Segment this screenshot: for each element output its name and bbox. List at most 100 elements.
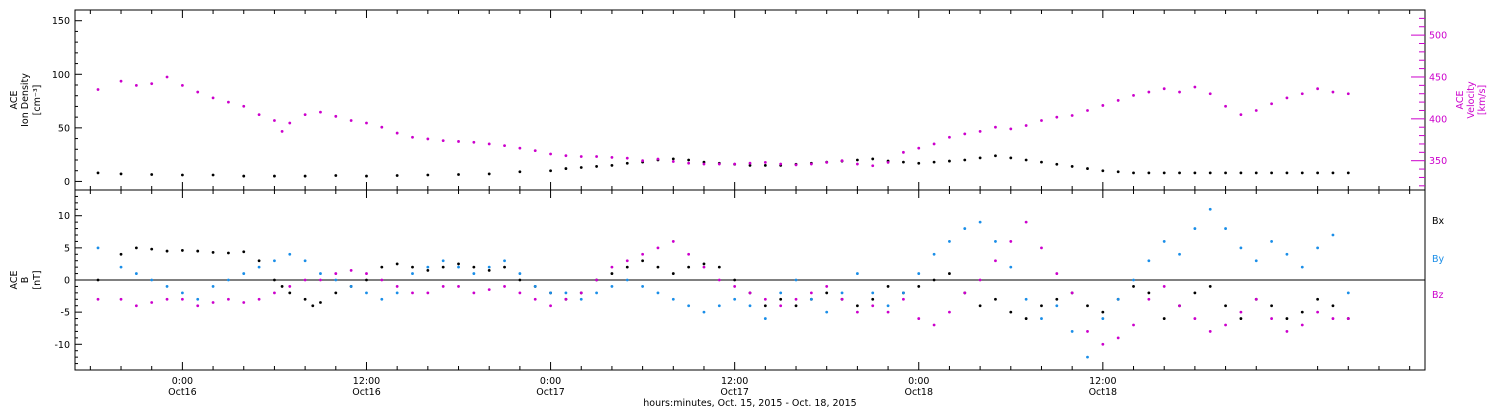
- density-tick-label: 0: [64, 177, 70, 188]
- bz-point: [196, 304, 200, 308]
- bx-point: [227, 251, 230, 255]
- bz-point: [1101, 342, 1105, 346]
- velocity-point: [227, 100, 230, 104]
- by-point: [702, 310, 706, 314]
- bz-point: [1193, 317, 1197, 320]
- velocity-ylabel-line1: ACE: [1455, 91, 1466, 110]
- bx-point: [1101, 310, 1105, 314]
- velocity-ylabel-line3: [km/s]: [1477, 85, 1488, 115]
- by-point: [395, 291, 399, 295]
- velocity-point: [1132, 93, 1135, 97]
- bz-point: [395, 285, 399, 288]
- velocity-point: [1147, 90, 1151, 94]
- bx-point: [487, 268, 491, 272]
- by-point: [288, 252, 292, 256]
- bz-point: [1009, 240, 1013, 243]
- bx-point: [1055, 297, 1059, 301]
- bz-point: [1270, 317, 1273, 320]
- bz-point: [518, 291, 522, 295]
- density-point: [671, 157, 675, 161]
- by-point: [1024, 297, 1028, 301]
- field-component-points: [96, 207, 1350, 359]
- density-point: [1116, 170, 1120, 174]
- velocity-point: [656, 157, 660, 161]
- velocity-point: [1316, 87, 1320, 91]
- bx-point: [96, 278, 100, 282]
- bz-point: [257, 297, 261, 301]
- bz-point: [1024, 220, 1028, 224]
- field-axis-ticks: -10 -5 0 5 10: [54, 195, 82, 365]
- density-axis-ticks: 0 50 100 150: [52, 16, 82, 188]
- by-point: [119, 265, 123, 269]
- bz-point: [365, 272, 368, 275]
- bz-point: [687, 252, 691, 256]
- velocity-point: [503, 144, 506, 148]
- bz-point: [349, 268, 353, 272]
- bz-point: [165, 297, 169, 301]
- velocity-point: [426, 137, 430, 141]
- by-point: [1346, 291, 1350, 295]
- bz-point: [1316, 310, 1320, 314]
- bx-point: [978, 304, 982, 308]
- density-point: [1224, 171, 1227, 175]
- density-point: [334, 174, 338, 177]
- density-point: [1055, 162, 1059, 166]
- legend-by: By: [1432, 254, 1445, 265]
- density-point: [687, 158, 691, 162]
- density-point: [1162, 171, 1166, 175]
- bx-point: [1285, 317, 1289, 320]
- bx-point: [441, 265, 445, 269]
- by-point: [273, 259, 276, 263]
- bz-point: [1239, 310, 1243, 314]
- by-point: [165, 285, 169, 288]
- bx-point: [242, 250, 246, 254]
- time-tick-label: 12:00: [721, 376, 748, 387]
- density-point: [1086, 167, 1089, 170]
- velocity-point: [1224, 104, 1227, 108]
- by-point: [426, 265, 430, 269]
- velocity-point: [1285, 96, 1289, 100]
- density-point: [1285, 171, 1289, 175]
- by-point: [472, 272, 476, 275]
- bz-point: [748, 291, 752, 295]
- bz-point: [994, 259, 997, 263]
- field-tick-label: 5: [64, 243, 70, 254]
- bx-point: [1239, 317, 1243, 320]
- by-point: [1316, 246, 1320, 250]
- bx-point: [426, 268, 430, 272]
- bx-point: [1331, 304, 1335, 308]
- field-tick-label: 0: [64, 276, 70, 287]
- time-axis-labels: 0:00Oct1612:00Oct160:00Oct1712:00Oct170:…: [168, 376, 1117, 398]
- bz-point: [656, 246, 660, 250]
- density-point: [487, 172, 491, 176]
- bx-point: [1132, 285, 1135, 288]
- velocity-point: [1178, 90, 1181, 94]
- bx-point: [411, 265, 414, 269]
- velocity-point: [303, 113, 307, 117]
- bz-point: [595, 278, 598, 282]
- density-point: [1132, 171, 1135, 175]
- bz-point: [1132, 323, 1135, 327]
- velocity-point: [855, 162, 859, 166]
- density-point: [917, 161, 921, 165]
- density-point: [457, 173, 460, 176]
- bx-point: [886, 285, 890, 288]
- density-point: [564, 167, 568, 170]
- bz-point: [702, 265, 706, 269]
- by-point: [1055, 304, 1059, 308]
- bz-point: [763, 297, 767, 301]
- velocity-point: [1346, 92, 1350, 96]
- bz-point: [932, 323, 936, 327]
- by-point: [763, 317, 767, 320]
- by-point: [625, 278, 629, 282]
- velocity-point: [641, 159, 645, 163]
- by-point: [303, 259, 307, 263]
- velocity-point: [717, 162, 721, 166]
- velocity-point: [334, 114, 338, 118]
- by-point: [196, 297, 200, 301]
- density-point: [1040, 160, 1043, 164]
- by-point: [809, 297, 813, 301]
- velocity-point: [748, 161, 752, 165]
- field-tick-label: 10: [58, 211, 70, 222]
- bx-point: [1224, 304, 1227, 308]
